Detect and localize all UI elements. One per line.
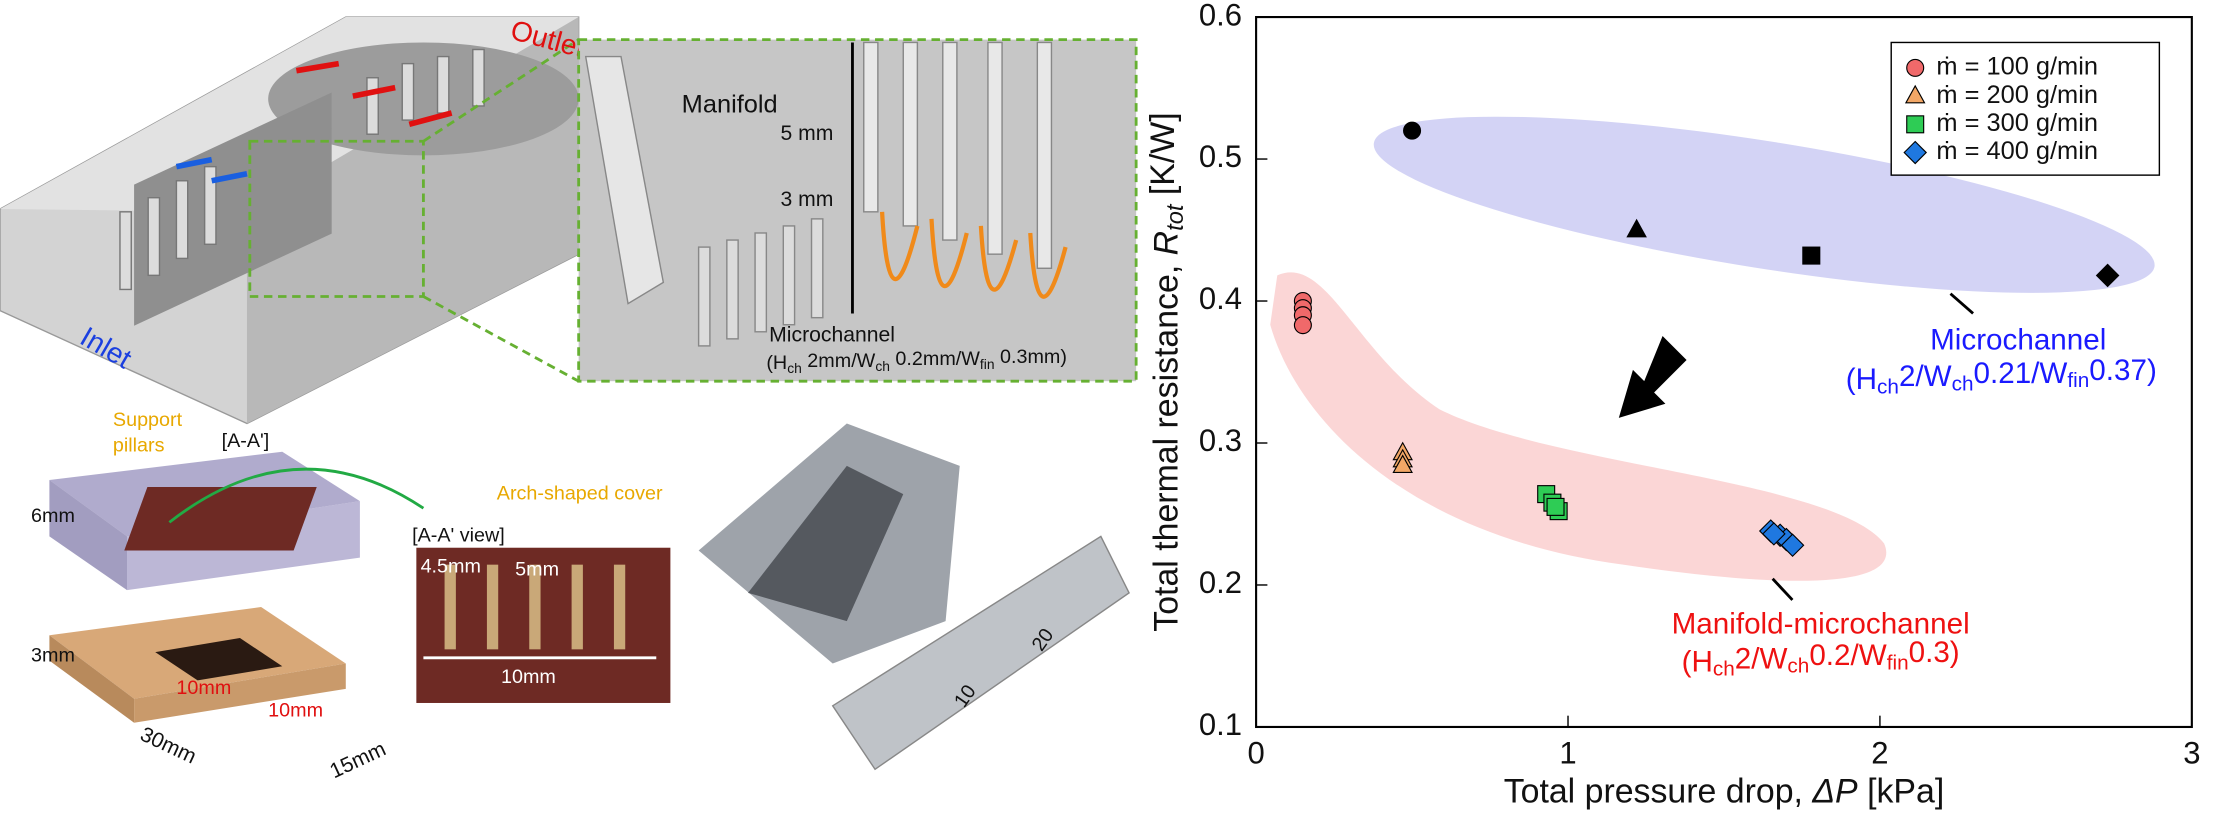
text-part: 2/W (1899, 360, 1952, 393)
y-tick-label: 0.6 (1199, 0, 1242, 32)
point (2095, 263, 2120, 288)
label: Microchannel (769, 324, 895, 347)
text-part: fin (1887, 652, 1909, 675)
text-part: ch (1877, 376, 1899, 399)
label: [A-A' view] (412, 525, 505, 547)
annotation: (Hch2/Wch0.2/Wfin0.3) (1682, 636, 1960, 681)
label: 3mm (31, 645, 75, 667)
text-part: [K/W] (1144, 112, 1182, 204)
label: 30mm (137, 723, 200, 769)
section-view: [A-A' view] Arch-shaped cover 4.5mm 5mm … (412, 482, 671, 703)
label: pillars (113, 434, 165, 456)
label: 3 mm (780, 188, 833, 211)
text-part: [kPa] (1858, 772, 1945, 810)
point (1906, 115, 1925, 134)
zoom-inset: Manifold 5 mm 3 mm Microchannel (Hch 2mm… (577, 38, 1138, 383)
label: 15mm (326, 737, 389, 783)
text-part: R (1148, 231, 1186, 255)
point (1546, 497, 1565, 516)
point (1392, 454, 1413, 474)
y-tick-label: 0.3 (1199, 423, 1242, 458)
text-part: ΔP (1811, 772, 1858, 810)
text-part: Manifold-microchannel (1672, 607, 1970, 640)
label: Support (113, 409, 183, 431)
text-part: (H (1682, 645, 1713, 678)
y-tick-label: 0.2 (1199, 565, 1242, 600)
label: 10mm (176, 677, 231, 699)
x-tick-label: 2 (1871, 735, 1888, 770)
point (1780, 533, 1805, 558)
text-part: 0.3mm) (995, 346, 1067, 368)
point (1626, 218, 1647, 238)
point (1903, 140, 1928, 165)
label: 5mm (515, 559, 559, 581)
y-tick-label: 0.5 (1199, 139, 1242, 174)
text-part: ch (875, 358, 890, 374)
x-tick-label: 0 (1247, 735, 1264, 770)
text-part: Total pressure drop, (1504, 772, 1813, 810)
legend-label: ṁ = 200 g/min (1936, 81, 2098, 109)
chart-regions (1270, 116, 2155, 601)
legend-box (1890, 41, 2161, 176)
text-part: ch (1787, 655, 1809, 678)
x-axis-label: Total pressure drop, ΔP [kPa] (1504, 772, 1945, 810)
x-tick-label: 3 (2183, 735, 2200, 770)
text-part: 0.21/W (1974, 357, 2068, 390)
label: 5 mm (780, 122, 833, 145)
annotation: Manifold-microchannel (1672, 607, 1970, 640)
text-part: (H (1846, 363, 1877, 396)
text-part: (H (766, 352, 787, 374)
legend-label: ṁ = 300 g/min (1936, 109, 2098, 137)
text-part: 2/W (1735, 642, 1788, 675)
label: 10mm (501, 666, 556, 688)
text-part: fin (2067, 370, 2089, 393)
legend-label: ṁ = 400 g/min (1936, 137, 2098, 165)
text-part: fin (980, 356, 995, 372)
text-part: 2mm/W (802, 350, 876, 372)
text-part: ch (1713, 658, 1735, 681)
point (1906, 58, 1925, 77)
plot-frame (1255, 15, 2193, 729)
label: Arch-shaped cover (497, 482, 663, 504)
legend-label: ṁ = 100 g/min (1936, 53, 2098, 81)
point (1293, 316, 1312, 335)
package-render: Support pillars [A-A'] 6mm 3mm 30mm 15mm… (31, 409, 425, 783)
text-part: tot (1163, 203, 1189, 231)
text-part: 0.2mm/W (890, 348, 980, 370)
label: 6mm (31, 505, 75, 527)
text-part: Total thermal resistance, (1148, 255, 1186, 631)
point (1762, 522, 1786, 546)
point (1802, 246, 1821, 265)
photo: 10 20 (698, 423, 1130, 771)
text-part: 0.3) (1909, 636, 1960, 669)
label: [A-A'] (222, 430, 270, 452)
text-part: Microchannel (1930, 323, 2106, 356)
text-part: ch (1952, 373, 1974, 396)
point (1403, 121, 1422, 140)
heat-sink-render: Outlet Inlet (0, 13, 589, 425)
text-part: ch (787, 360, 802, 376)
label: 4.5mm (421, 556, 481, 578)
y-axis-label: Total thermal resistance, Rtot [K/W] (1144, 112, 1189, 631)
annotation: Microchannel (1930, 323, 2106, 356)
text-part: 0.37) (2089, 354, 2157, 387)
annotation: (Hch2/Wch0.21/Wfin0.37) (1846, 354, 2157, 399)
x-tick-label: 1 (1559, 735, 1576, 770)
y-tick-label: 0.1 (1199, 707, 1242, 742)
label: Manifold (682, 91, 778, 119)
y-tick-label: 0.4 (1199, 281, 1242, 316)
label: 10mm (268, 700, 323, 722)
point (1904, 84, 1926, 104)
label: (Hch 2mm/Wch 0.2mm/Wfin 0.3mm) (766, 346, 1067, 376)
text-part: 0.2/W (1809, 639, 1886, 672)
